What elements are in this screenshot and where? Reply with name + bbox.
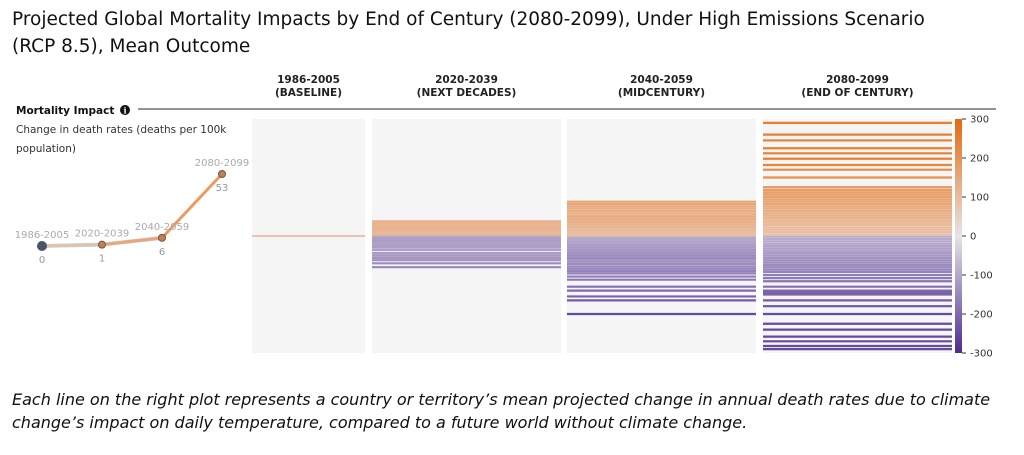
panel-header-period: 2080-2099: [826, 74, 889, 86]
colorbar-tick-label: 100: [970, 193, 989, 204]
left-line-point: [98, 240, 106, 249]
left-line-point: [158, 233, 166, 242]
left-line-point: [37, 241, 47, 251]
left-line-category-label: 2080-2099: [195, 158, 250, 169]
panel-header-name: (BASELINE): [275, 87, 342, 99]
left-chart-ylabel: Change in death rates (deaths per 100k po…: [16, 124, 227, 155]
chart-caption: Each line on the right plot represents a…: [12, 390, 991, 432]
left-line-value-label: 6: [159, 247, 165, 258]
left-line-value-label: 53: [216, 183, 229, 194]
left-line-value-label: 1: [99, 254, 105, 265]
panel-header-name: (MIDCENTURY): [618, 87, 705, 99]
left-line-segment: [100, 236, 164, 247]
chart-canvas: Mortality Impact i Change in death rates (…: [15, 74, 996, 360]
left-line-chart: Mortality Impact i Change in death rates (…: [15, 105, 996, 266]
left-line-point: [218, 170, 226, 178]
info-icon: i: [120, 105, 130, 116]
info-icon-circle: [120, 105, 130, 115]
info-icon-glyph: i: [123, 106, 126, 116]
left-line-category-label: 2040-2059: [135, 222, 190, 233]
left-line-value-label: 0: [39, 255, 45, 266]
left-line-segment: [160, 172, 224, 240]
panel-header-name: (END OF CENTURY): [801, 87, 913, 99]
panel-header-period: 1986-2005: [277, 74, 340, 86]
colorbar-tick-label: 200: [970, 154, 989, 165]
colorbar-tick-label: -300: [970, 349, 993, 360]
panel-header-period: 2040-2059: [630, 74, 693, 86]
colorbar-gradient: [955, 119, 962, 353]
left-line-category-label: 2020-2039: [75, 229, 130, 240]
left-line-segment: [40, 243, 104, 248]
chart-title: Projected Global Mortality Impacts by En…: [12, 9, 925, 57]
colorbar: 300 200 100 0 -100 -200 -300: [955, 115, 993, 360]
left-line-category-label: 1986-2005: [15, 230, 70, 241]
mortality-impact-heading: Mortality Impact: [16, 105, 114, 117]
colorbar-tick-label: 0: [970, 232, 976, 243]
colorbar-tick-label: -100: [970, 271, 993, 282]
strip-plot: 1986-2005(BASELINE) 2020-2039(NEXT DECADE…: [252, 74, 952, 353]
panel-header-name: (NEXT DECADES): [417, 87, 517, 99]
panel-header-period: 2020-2039: [435, 74, 498, 86]
colorbar-tick-label: -200: [970, 310, 993, 321]
colorbar-tick-label: 300: [970, 115, 989, 126]
